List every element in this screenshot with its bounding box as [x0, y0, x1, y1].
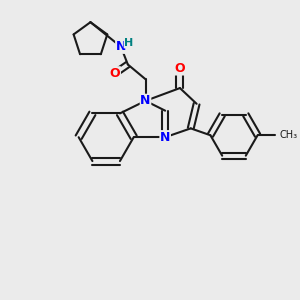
Text: N: N	[160, 131, 170, 144]
Text: O: O	[110, 67, 120, 80]
Text: H: H	[124, 38, 134, 48]
Text: N: N	[140, 94, 151, 107]
Text: N: N	[116, 40, 126, 53]
Text: CH₃: CH₃	[279, 130, 297, 140]
Text: O: O	[175, 62, 185, 75]
